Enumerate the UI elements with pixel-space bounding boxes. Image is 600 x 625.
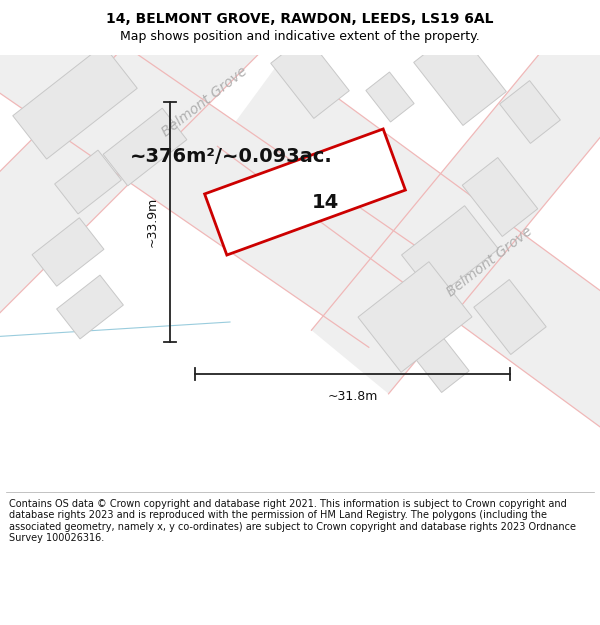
Polygon shape (13, 45, 137, 159)
Text: Contains OS data © Crown copyright and database right 2021. This information is : Contains OS data © Crown copyright and d… (9, 499, 576, 544)
Text: 14, BELMONT GROVE, RAWDON, LEEDS, LS19 6AL: 14, BELMONT GROVE, RAWDON, LEEDS, LS19 6… (106, 12, 494, 26)
Polygon shape (500, 81, 560, 143)
Polygon shape (0, 0, 431, 348)
Polygon shape (462, 158, 538, 236)
Text: Belmont Grove: Belmont Grove (445, 224, 535, 299)
Text: 14: 14 (311, 192, 338, 211)
Polygon shape (366, 72, 414, 122)
Polygon shape (311, 0, 600, 394)
Polygon shape (217, 58, 600, 476)
Text: Belmont Grove: Belmont Grove (160, 64, 250, 139)
Polygon shape (0, 0, 305, 328)
Polygon shape (55, 150, 121, 214)
Text: ~31.8m: ~31.8m (328, 389, 377, 402)
Text: Map shows position and indicative extent of the property.: Map shows position and indicative extent… (120, 30, 480, 43)
Polygon shape (411, 331, 469, 392)
Text: ~376m²/~0.093ac.: ~376m²/~0.093ac. (130, 148, 333, 166)
Polygon shape (205, 129, 406, 255)
Polygon shape (414, 29, 506, 126)
Polygon shape (401, 206, 499, 298)
Polygon shape (56, 275, 124, 339)
Polygon shape (32, 217, 104, 286)
Text: ~33.9m: ~33.9m (146, 197, 158, 247)
Polygon shape (474, 279, 546, 354)
Polygon shape (358, 262, 472, 372)
Polygon shape (271, 36, 349, 118)
Polygon shape (103, 108, 187, 186)
